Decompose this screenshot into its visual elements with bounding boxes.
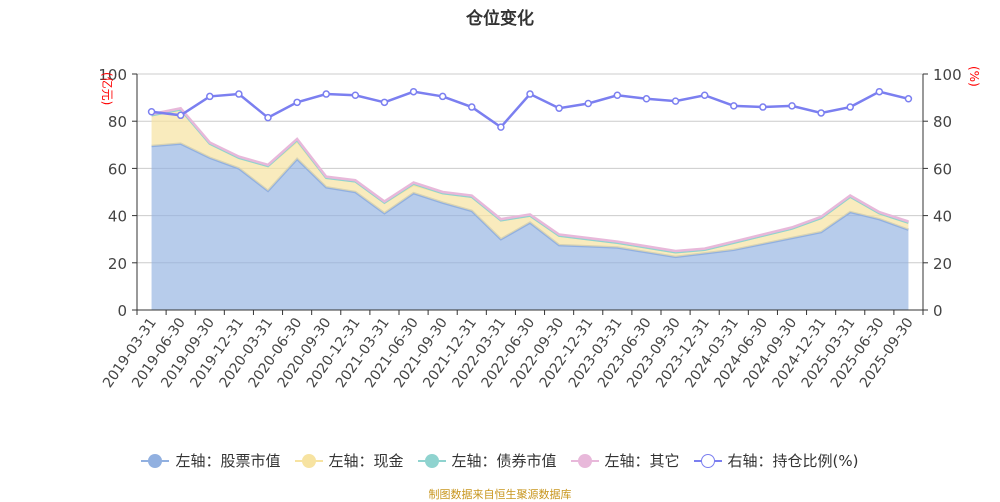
ratio-point [497,123,505,131]
chart-title: 仓位变化 [466,9,534,29]
legend-item[interactable]: 左轴：其它 [570,450,680,471]
ratio-point [555,104,563,112]
ratio-point [438,92,447,101]
right-tick-label: 80 [933,113,952,131]
ratio-point [409,87,418,96]
ratio-point [642,95,651,103]
ratio-point [671,97,680,105]
ratio-point [264,113,272,122]
ratio-point [584,99,592,108]
ratio-point [613,91,622,99]
ratio-point [235,90,243,98]
left-tick-label: 0 [117,302,127,320]
legend-item[interactable]: 左轴：股票市值 [141,450,281,471]
legend-swatch [294,453,323,468]
ratio-point [759,103,767,111]
legend-swatch [693,453,722,468]
ratio-point [468,103,476,111]
ratio-point [730,102,738,110]
legend-label: 左轴：股票市值 [175,452,281,470]
legend-item[interactable]: 左轴：现金 [294,450,404,471]
ratio-point [875,87,884,96]
legend-label: 左轴：其它 [604,452,680,470]
ratio-point [526,90,534,98]
ratio-point [351,91,360,99]
ratio-point [817,109,825,117]
left-tick-label: 80 [108,113,127,131]
right-tick-label: 40 [933,208,952,226]
right-tick-label: 0 [933,302,943,320]
legend-label: 左轴：债券市值 [451,452,557,470]
ratio-point [788,102,796,110]
ratio-point [322,90,330,98]
ratio-point [293,98,301,107]
legend-item[interactable]: 右轴：持仓比例(%) [693,450,859,471]
ratio-point [700,91,709,99]
legend-swatch [417,453,446,468]
ratio-point [206,92,214,101]
ratio-point [147,108,156,116]
legend-swatch [570,453,599,468]
right-axis-unit: (%) [967,66,981,87]
legend-label: 右轴：持仓比例(%) [727,452,859,470]
legend: 左轴：股票市值 左轴：现金 左轴：债券市值 左轴：其它 右轴：持仓比例(%) [0,450,1000,471]
right-tick-label: 100 [933,66,962,84]
area-0 [151,143,909,310]
left-axis-unit: (亿元) [100,72,115,105]
ratio-point [904,95,913,103]
ratio-point [176,111,185,120]
ratio-point [380,98,389,107]
source-note: 制图数据来自恒生聚源数据库 [428,488,572,501]
left-tick-label: 40 [108,208,127,226]
legend-label: 左轴：现金 [328,452,404,470]
legend-item[interactable]: 左轴：债券市值 [417,450,557,471]
legend-swatch [141,453,170,468]
ratio-point [846,103,854,111]
left-tick-label: 100 [98,66,127,84]
right-tick-label: 20 [933,255,952,273]
left-tick-label: 60 [108,160,127,178]
right-tick-label: 60 [933,160,952,178]
area-line-3 [151,106,909,253]
left-tick-label: 20 [108,255,127,273]
